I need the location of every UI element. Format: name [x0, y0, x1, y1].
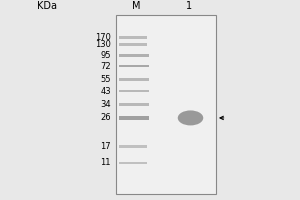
Bar [116, 15, 216, 194]
Text: 55: 55 [100, 75, 111, 84]
Text: KDa: KDa [37, 1, 56, 11]
Text: 1: 1 [186, 1, 192, 11]
Text: 11: 11 [100, 158, 111, 167]
Bar [118, 90, 148, 92]
Bar [118, 145, 147, 148]
Ellipse shape [178, 110, 203, 125]
Bar [118, 162, 147, 164]
Text: 95: 95 [100, 51, 111, 60]
Bar [118, 116, 148, 120]
Text: 72: 72 [100, 62, 111, 71]
Text: 170: 170 [95, 33, 111, 42]
Bar [118, 54, 148, 57]
Text: 26: 26 [100, 113, 111, 122]
Bar [118, 36, 147, 39]
Bar [118, 103, 148, 106]
Bar [118, 65, 148, 67]
Text: 43: 43 [100, 87, 111, 96]
Text: 34: 34 [100, 100, 111, 109]
Bar [118, 78, 148, 81]
Bar [118, 43, 147, 46]
Text: 17: 17 [100, 142, 111, 151]
Text: 130: 130 [95, 40, 111, 49]
Text: M: M [132, 1, 141, 11]
